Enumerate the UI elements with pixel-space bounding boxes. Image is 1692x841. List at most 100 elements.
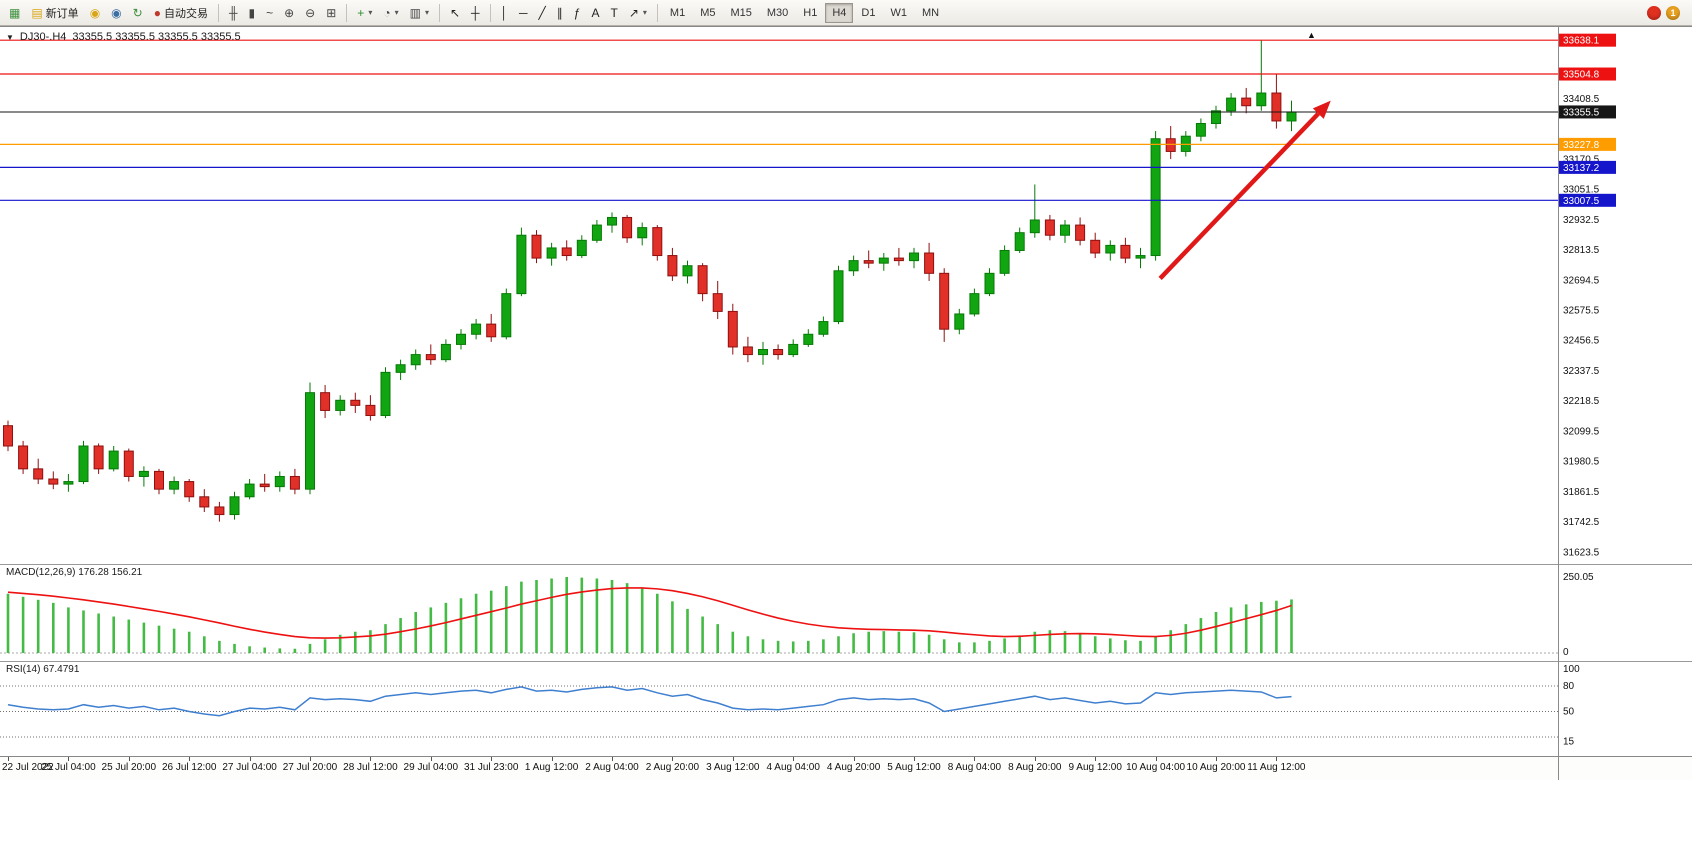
notification-icon[interactable]: 1 [1666,5,1680,20]
hline-icon: ─ [519,5,528,20]
template-button[interactable]: ▥ ▾ [405,3,434,23]
new-order-button[interactable]: ▤ 新订单 [26,3,83,23]
price-badge-33007.5: 33007.5 [1559,193,1616,207]
crosshair-button[interactable]: ┼ [466,3,485,23]
svg-text:33638.1: 33638.1 [1563,36,1600,47]
trend-arrow[interactable] [1158,100,1331,280]
profile-button[interactable]: ◉ [106,3,126,23]
timeframe-h1-button[interactable]: H1 [803,6,818,19]
timeframe-mn-button[interactable]: MN [921,6,940,19]
channel-button[interactable]: ∥ [552,3,568,23]
price-badge-33137.2: 33137.2 [1559,160,1616,174]
time-tick [974,757,976,761]
macd-histogram [6,577,1293,653]
add-indicator-caret-icon: ▾ [368,8,373,17]
zoom-in-icon: ⊕ [284,5,295,20]
arrows-caret-icon: ▾ [642,8,647,17]
macd-signal-line [7,587,1292,639]
time-label: 10 Aug 20:00 [1186,762,1246,773]
toolbar-separator [438,3,440,22]
timeframe-m5-button[interactable]: M5 [700,6,716,19]
price-badge-33227.8: 33227.8 [1559,137,1616,151]
time-label: 4 Aug 20:00 [826,762,881,773]
cursor-button[interactable]: ↖ [445,3,465,23]
timeframe-h4-button[interactable]: H4 [825,2,854,23]
zoom-out-button[interactable]: ⊖ [300,3,320,23]
time-axis[interactable]: 22 Jul 2022 25 Jul 04:00 25 Jul 20:00 26 Ju… [0,756,1692,780]
price-tick-label: 32337.5 [1563,366,1600,377]
time-label: 25 Jul 04:00 [41,762,96,773]
bars-chart-button[interactable]: ╫ [224,3,243,23]
rsi-panel: 100 80 50 15 [0,661,1692,747]
time-tick [551,757,553,761]
trendline-button[interactable]: ╱ [534,3,551,23]
price-tick-label: 32932.5 [1563,215,1600,226]
time-tick [732,757,734,761]
price-badge-33504.8: 33504.8 [1559,67,1616,81]
new-chart-button[interactable]: ▦ [4,3,25,23]
tile-windows-icon: ⊞ [326,5,337,20]
bars-chart-icon: ╫ [228,5,238,20]
time-label: 11 Aug 12:00 [1247,762,1306,773]
fibonacci-button[interactable]: ƒ [569,3,586,23]
price-tick-label: 32218.5 [1563,396,1600,407]
time-label: 3 Aug 12:00 [706,762,760,773]
vline-button[interactable]: │ [496,3,514,23]
candles-chart-button[interactable]: ▮ [243,3,260,23]
time-label: 31 Jul 23:00 [463,762,519,773]
price-tick-label: 33170.5 [1563,154,1600,165]
rsi-axis-label: 100 [1563,664,1580,675]
alert-icon[interactable] [1647,5,1661,20]
chart-symbol-period: DJ30-.H4 [19,31,67,43]
rsi-indicator-label: RSI(14) 67.4791 [6,664,80,675]
timeframe-d1-button[interactable]: D1 [861,6,876,19]
text-label-button[interactable]: T [605,3,622,23]
period-button[interactable]: ◔ ▾ [378,3,403,23]
timeframe-m1-button[interactable]: M1 [669,6,686,19]
price-tick-label: 31742.5 [1563,517,1600,528]
chart-menu-icon[interactable]: ▼ [6,32,14,42]
timeframe-w1-button[interactable]: W1 [890,6,907,19]
time-label: 28 Jul 12:00 [343,762,398,773]
hline-button[interactable]: ─ [514,3,533,23]
text-button[interactable]: A [586,3,604,23]
price-tick-label: 31861.5 [1563,487,1600,498]
new-order-icon: ▤ [31,5,43,20]
time-tick [370,757,372,761]
price-tick-label: 32456.5 [1563,336,1600,347]
price-chart[interactable]: 33408.5 33170.5 33051.5 32932.5 32813.5 32694… [0,27,1692,564]
chart-shift-marker[interactable]: ▲ [1307,30,1316,40]
autotrading-label: 自动交易 [163,7,208,20]
compass-icon: ◉ [89,5,101,20]
timeframe-m15-button[interactable]: M15 [730,6,752,19]
refresh-button[interactable]: ↻ [128,3,148,23]
template-caret-icon: ▾ [424,8,429,17]
rsi-axis-label: 15 [1563,736,1575,747]
time-label: 27 Jul 04:00 [222,762,277,773]
add-indicator-icon: + [357,5,365,20]
autotrading-button[interactable]: ● 自动交易 [149,3,213,23]
time-label: 25 Jul 20:00 [101,762,157,773]
trendline-icon: ╱ [538,5,546,20]
price-tick-label: 33051.5 [1563,185,1600,196]
timeframe-m30-button[interactable]: M30 [766,6,789,19]
price-tick-label: 32694.5 [1563,275,1600,286]
new-chart-icon: ▦ [9,5,21,20]
svg-text:33355.5: 33355.5 [1563,107,1600,118]
tile-windows-button[interactable]: ⊞ [321,3,341,23]
price-tick-label: 32813.5 [1563,245,1600,256]
line-chart-button[interactable]: ~ [261,3,278,23]
price-badge-33355.5: 33355.5 [1559,105,1616,119]
rsi-line [7,686,1292,717]
compass-button[interactable]: ◉ [85,3,105,23]
price-tick-label: 31980.5 [1563,457,1600,468]
time-tick [68,757,70,761]
add-indicator-button[interactable]: + ▾ [352,3,377,23]
time-tick [430,757,432,761]
time-label: 8 Aug 20:00 [1008,762,1062,773]
time-label: 29 Jul 04:00 [403,762,459,773]
zoom-in-button[interactable]: ⊕ [279,3,299,23]
arrows-button[interactable]: ↗ ▾ [624,3,652,23]
time-tick [1276,757,1278,761]
chart-title: ▼ DJ30-.H4 33355.5 33355.5 33355.5 33355… [6,31,241,43]
